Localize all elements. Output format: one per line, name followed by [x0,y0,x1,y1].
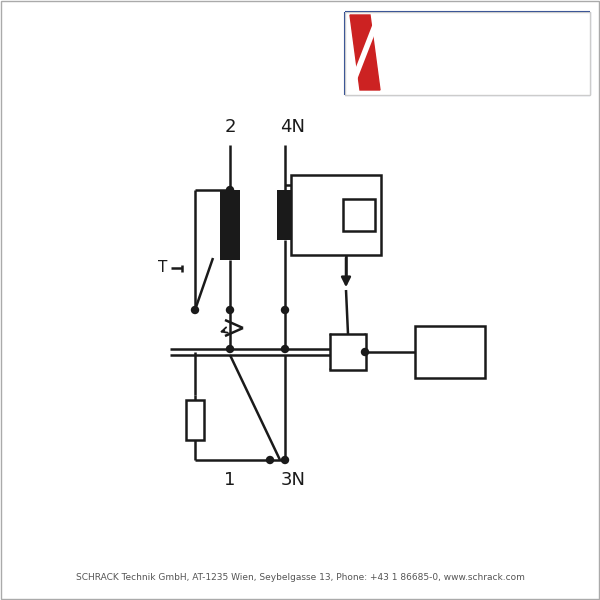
Circle shape [281,307,289,313]
Text: T: T [158,260,167,275]
Bar [345,12,590,95]
Text: TECHNIK: TECHNIK [510,61,585,76]
Circle shape [227,346,233,352]
Circle shape [227,187,233,193]
Text: 2: 2 [224,118,236,136]
Circle shape [227,307,233,313]
Circle shape [266,457,274,463]
Circle shape [191,307,199,313]
Bar [330,334,366,370]
Text: 3N: 3N [281,471,305,489]
Bar [220,190,240,260]
Bar [277,190,293,240]
Text: SCHRACK Technik GmbH, AT-1235 Wien, Seybelgasse 13, Phone: +43 1 86685-0, www.sc: SCHRACK Technik GmbH, AT-1235 Wien, Seyb… [76,574,524,583]
Bar [186,400,204,440]
Polygon shape [350,15,380,90]
Bar [319,185,333,245]
Text: 4N: 4N [281,118,305,136]
Text: H: H [441,342,459,362]
Text: SCHRACK: SCHRACK [444,30,585,56]
Circle shape [281,457,289,463]
Bar [415,326,485,378]
Circle shape [361,349,368,355]
Text: 1: 1 [224,471,236,489]
Bar [297,185,311,245]
Bar [291,175,381,255]
Circle shape [281,346,289,352]
Bar [343,199,375,231]
